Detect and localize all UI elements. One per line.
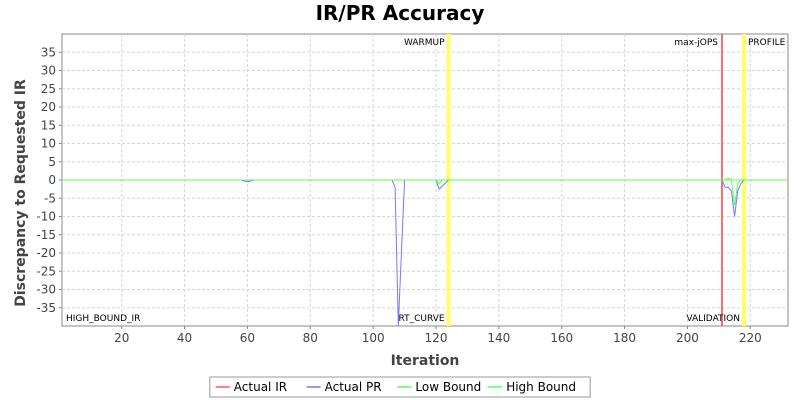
x-axis-label: Iteration [391, 353, 460, 369]
x-tick-label: 160 [550, 331, 573, 345]
marker-label: HIGH_BOUND_IR [66, 314, 140, 324]
x-tick-label: 40 [177, 331, 192, 345]
marker-label: max-jOPS [674, 38, 718, 48]
y-tick-label: 5 [48, 155, 56, 169]
marker-label: RT_CURVE [398, 314, 444, 324]
x-tick-label: 140 [487, 331, 510, 345]
y-tick-label: -10 [36, 210, 56, 224]
marker-label: VALIDATION [686, 314, 740, 324]
y-tick-label: 15 [41, 118, 56, 132]
y-tick-label: 25 [41, 82, 56, 96]
y-tick-label: -15 [36, 228, 56, 242]
y-tick-label: 35 [41, 45, 56, 59]
x-ticks: 20 40 60 80 100 120 140 160 180 200 220 [114, 326, 762, 345]
y-tick-label: 30 [41, 64, 56, 78]
y-tick-label: -35 [36, 301, 56, 315]
legend-label: Actual IR [234, 380, 287, 394]
x-tick-label: 200 [676, 331, 699, 345]
x-tick-label: 20 [114, 331, 129, 345]
y-tick-label: -5 [44, 191, 56, 205]
legend: Actual IR Actual PR Low Bound High Bound [209, 376, 591, 398]
y-tick-label: -25 [36, 264, 56, 278]
x-tick-label: 100 [362, 331, 385, 345]
y-tick-label: -30 [36, 283, 56, 297]
x-tick-label: 60 [240, 331, 255, 345]
legend-label: Low Bound [415, 380, 481, 394]
marker-label: WARMUP [404, 38, 445, 48]
x-tick-label: 80 [303, 331, 318, 345]
series [62, 177, 788, 327]
legend-label: Actual PR [325, 380, 382, 394]
legend-label: High Bound [506, 380, 576, 394]
y-tick-label: 0 [48, 173, 56, 187]
y-tick-label: -20 [36, 246, 56, 260]
y-ticks: 35 30 25 20 15 10 5 0 -5 -10 -15 -20 -25 -30 -35 [36, 45, 62, 315]
chart-title: IR/PR Accuracy [316, 1, 485, 25]
x-tick-label: 120 [425, 331, 448, 345]
y-tick-label: 10 [41, 137, 56, 151]
x-tick-label: 220 [739, 331, 762, 345]
marker-label: PROFILE [748, 38, 786, 48]
x-tick-label: 180 [613, 331, 636, 345]
series-line [62, 177, 788, 206]
y-tick-label: 20 [41, 100, 56, 114]
y-axis-label: Discrepancy to Requested IR [13, 79, 29, 307]
